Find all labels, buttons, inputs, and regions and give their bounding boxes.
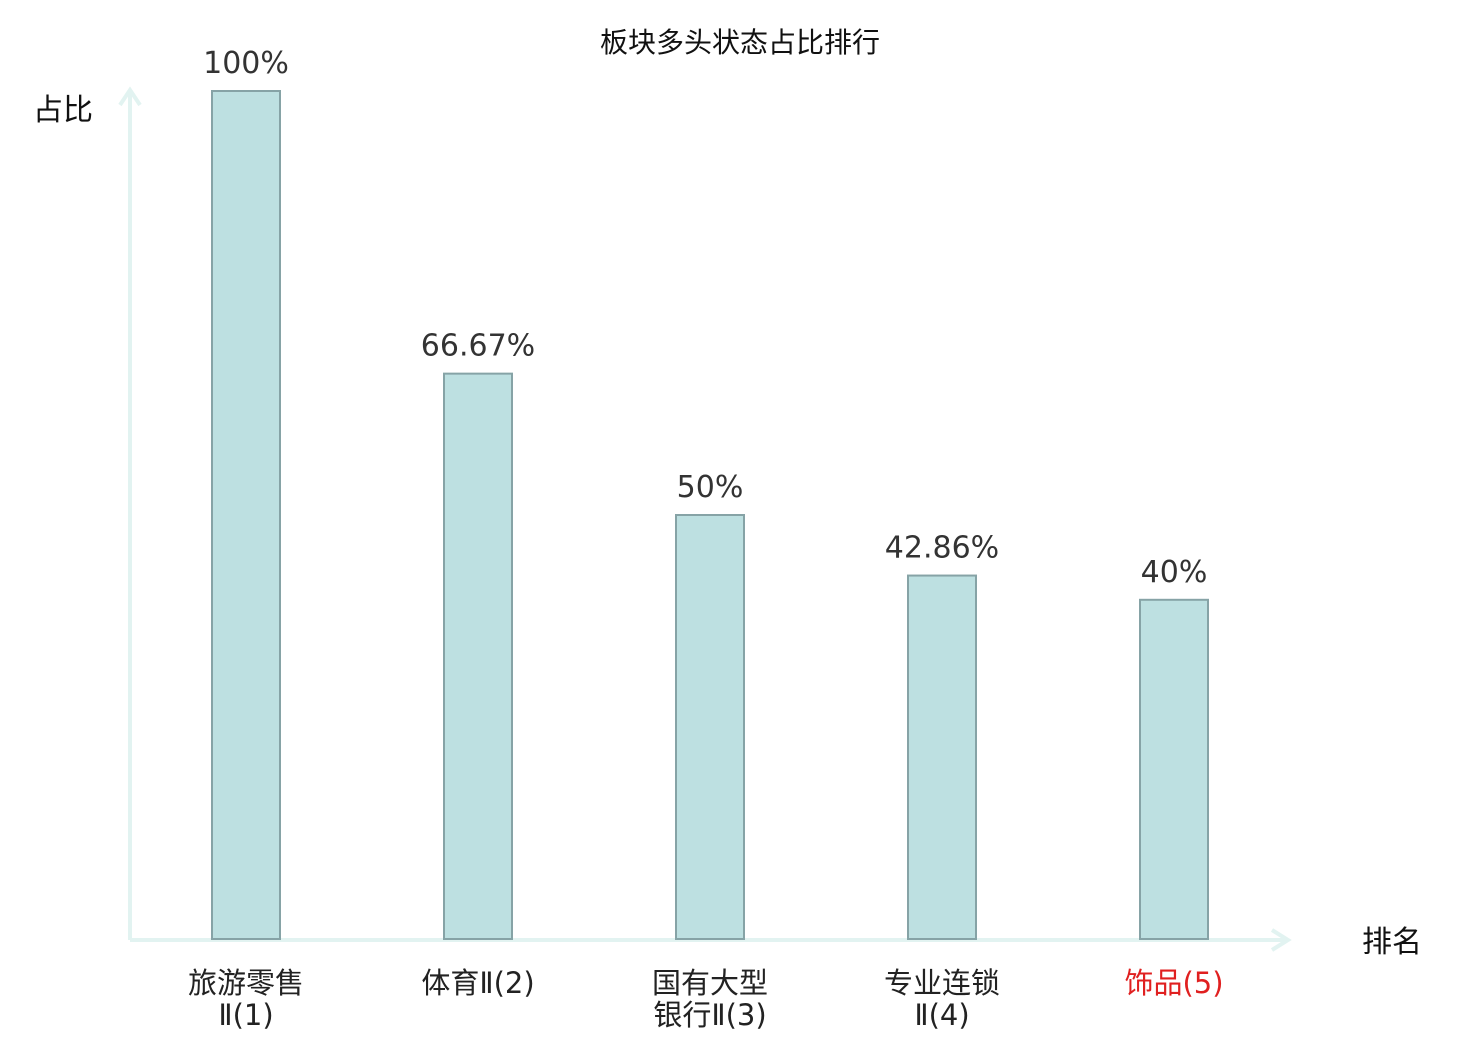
value-label-2: 66.67% — [421, 329, 535, 364]
bars-group — [211, 90, 1209, 940]
value-label-4: 42.86% — [885, 531, 999, 566]
category-label-3-line-1: 国有大型 — [652, 966, 768, 1000]
category-label-5-line-1: 饰品(5) — [1124, 966, 1223, 1000]
chart-title: 板块多头状态占比排行 — [600, 26, 880, 59]
value-label-5: 40% — [1141, 555, 1208, 590]
category-label-1-line-1: 旅游零售 — [188, 966, 304, 1000]
value-label-3: 50% — [677, 470, 744, 505]
x-axis-arrow-icon — [1270, 928, 1292, 952]
category-label-1-line-2: Ⅱ(1) — [218, 998, 273, 1032]
category-label-4-line-2: Ⅱ(4) — [914, 998, 969, 1032]
category-label-4-line-1: 专业连锁 — [884, 966, 1000, 1000]
value-label-1: 100% — [203, 46, 289, 81]
category-label-3-line-2: 银行Ⅱ(3) — [653, 998, 766, 1032]
value-labels-group: 100% 66.67% 50% 42.86% 40% — [203, 46, 1207, 590]
bar-5 — [1139, 598, 1209, 940]
bar-3 — [675, 514, 745, 940]
bar-4 — [907, 574, 977, 940]
x-axis-label: 排名 — [1362, 925, 1422, 960]
bar-2 — [443, 372, 513, 940]
bar-1 — [211, 90, 281, 940]
category-label-2-line-1: 体育Ⅱ(2) — [421, 966, 534, 1000]
y-axis-label: 占比 — [33, 93, 93, 128]
